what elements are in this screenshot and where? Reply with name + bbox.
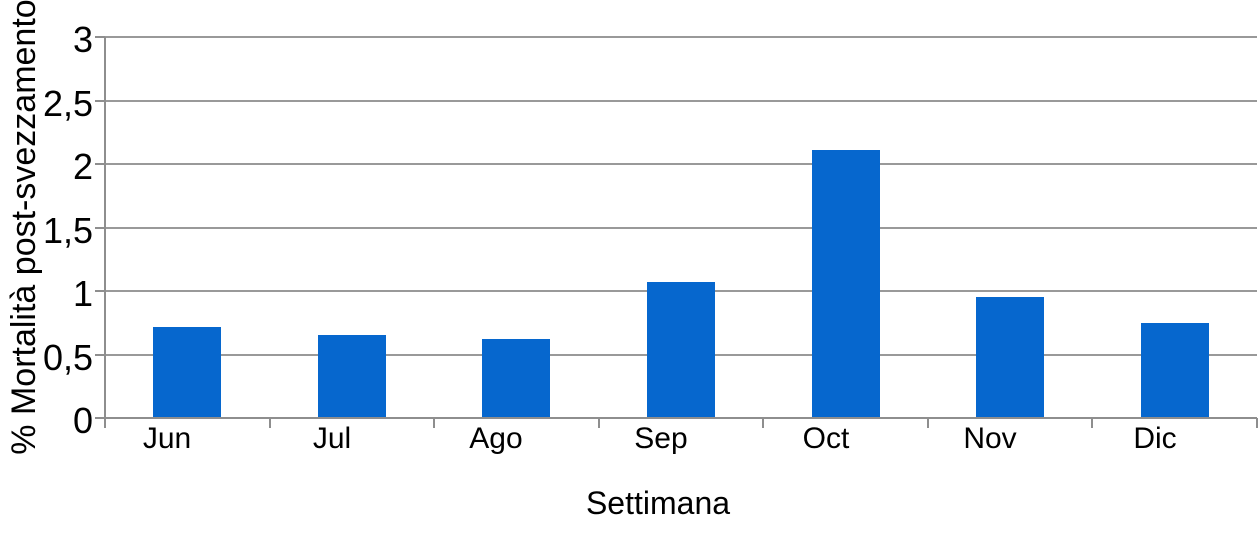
y-tick-label: 0 bbox=[72, 400, 93, 441]
y-axis-tick bbox=[95, 417, 105, 419]
bar-ago bbox=[482, 339, 550, 418]
y-axis-tick bbox=[95, 353, 105, 356]
y-axis-tick bbox=[95, 36, 105, 38]
x-axis-tick bbox=[1256, 418, 1258, 428]
y-axis-tick bbox=[95, 163, 105, 165]
x-axis-tick bbox=[927, 418, 929, 428]
gridline bbox=[105, 36, 1257, 38]
y-tick-label: 3 bbox=[72, 19, 93, 60]
y-axis-line bbox=[104, 37, 106, 418]
bar-jul bbox=[318, 335, 386, 418]
y-axis-tick bbox=[95, 290, 105, 292]
y-tick-label: 0,5 bbox=[42, 336, 93, 378]
y-axis-tick bbox=[95, 99, 105, 102]
bar-nov bbox=[976, 297, 1044, 418]
x-tick-label-ago: Ago bbox=[469, 422, 523, 455]
gridline bbox=[105, 226, 1257, 229]
bar-jun bbox=[153, 327, 221, 418]
y-axis-tick bbox=[95, 226, 105, 229]
y-tick-label: 2,5 bbox=[42, 82, 93, 124]
x-axis-tick bbox=[1091, 418, 1093, 428]
x-tick-label-oct: Oct bbox=[802, 422, 850, 455]
y-tick-label: 1 bbox=[72, 273, 93, 314]
x-tick-label-nov: Nov bbox=[963, 422, 1017, 455]
bar-oct bbox=[812, 150, 880, 418]
x-axis-tick bbox=[104, 418, 106, 428]
x-axis-line bbox=[105, 417, 1257, 419]
x-tick-label-jun: Jun bbox=[142, 422, 192, 455]
y-tick-label: 1,5 bbox=[42, 209, 93, 251]
x-axis-tick bbox=[433, 418, 435, 428]
gridline bbox=[105, 99, 1257, 102]
bar-sep bbox=[647, 282, 715, 418]
bar-dic bbox=[1141, 323, 1209, 418]
x-axis-tick bbox=[598, 418, 600, 428]
x-tick-label-dic: Dic bbox=[1133, 422, 1177, 455]
y-tick-label: 2 bbox=[72, 146, 93, 187]
x-tick-label-sep: Sep bbox=[634, 422, 688, 455]
gridline bbox=[105, 163, 1257, 165]
x-axis-title: Settimana bbox=[585, 485, 731, 521]
x-axis-tick bbox=[762, 418, 764, 428]
x-axis-tick bbox=[269, 418, 271, 428]
x-tick-label-jul: Jul bbox=[312, 422, 352, 455]
